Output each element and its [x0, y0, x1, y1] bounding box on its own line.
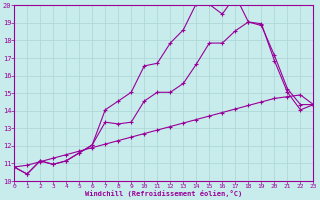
- X-axis label: Windchill (Refroidissement éolien,°C): Windchill (Refroidissement éolien,°C): [85, 190, 242, 197]
